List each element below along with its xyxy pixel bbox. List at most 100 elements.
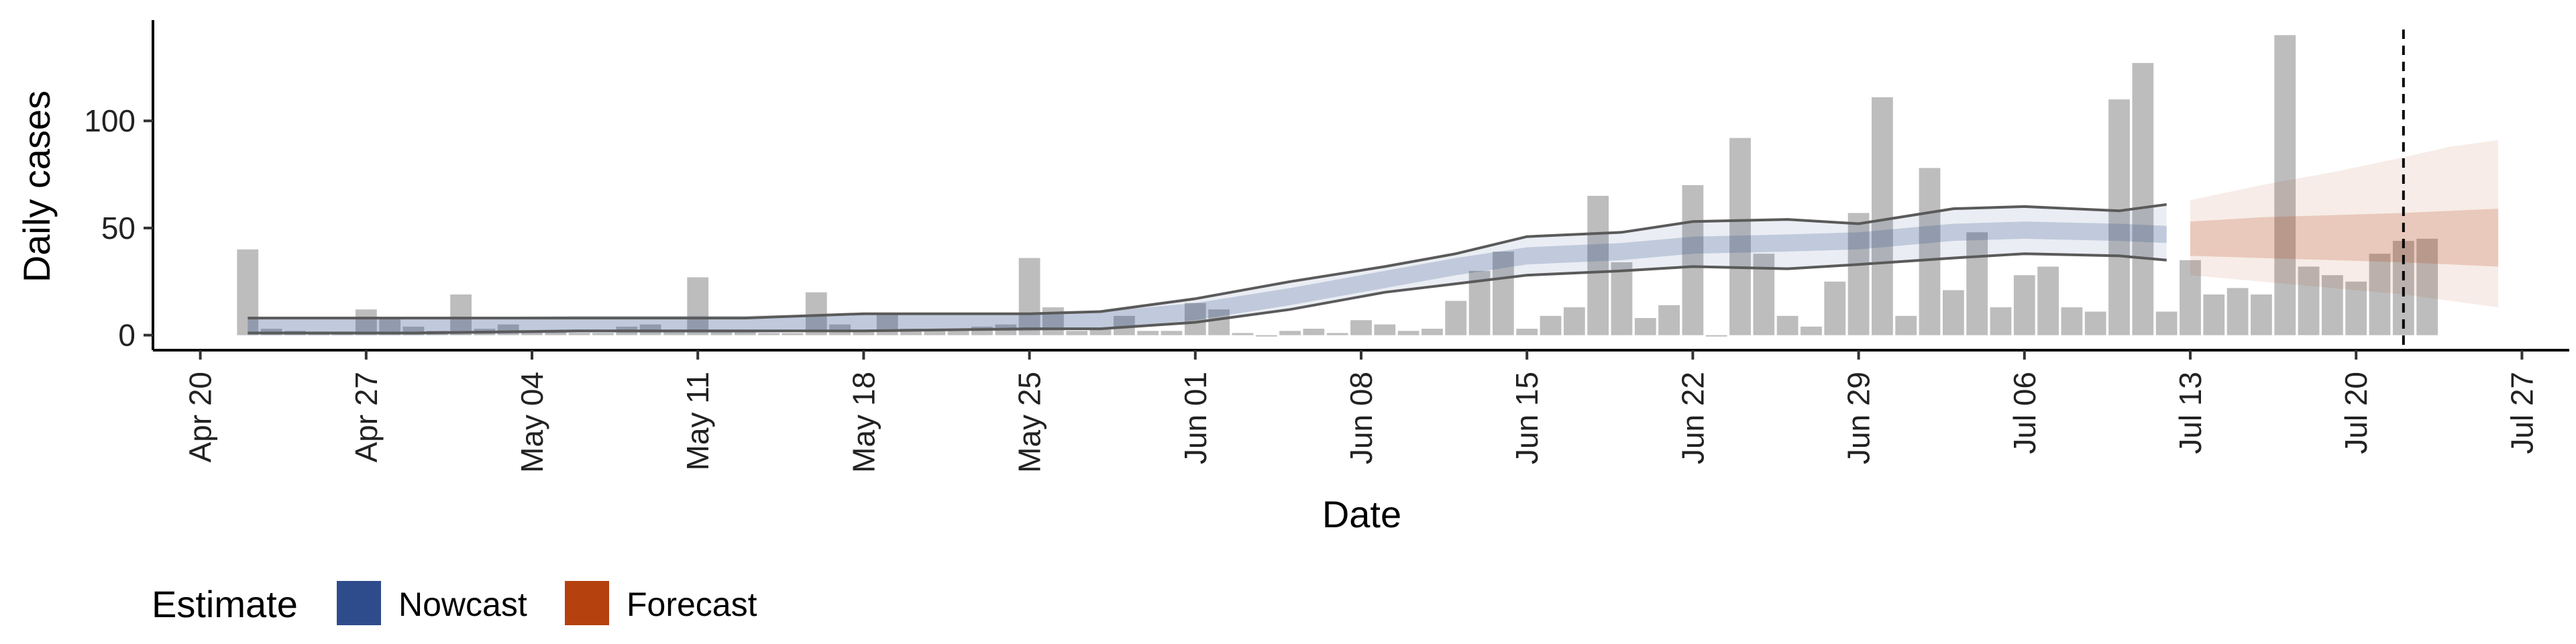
y-tick-label: 50 bbox=[101, 211, 136, 246]
case-bar bbox=[1942, 290, 1964, 335]
case-bar bbox=[2203, 294, 2225, 335]
case-bar bbox=[592, 333, 614, 335]
case-bar bbox=[1540, 315, 1562, 335]
case-bar bbox=[1350, 320, 1372, 335]
estimate-bands bbox=[248, 140, 2499, 335]
case-bar bbox=[1847, 213, 1870, 335]
case-bar bbox=[2037, 266, 2059, 335]
x-tick-label: Jun 01 bbox=[1178, 372, 1213, 464]
case-bar bbox=[1966, 232, 1988, 335]
legend-swatch bbox=[337, 581, 381, 625]
legend-swatch bbox=[565, 581, 609, 625]
x-tick-label: Jun 15 bbox=[1509, 372, 1544, 464]
case-bar bbox=[947, 331, 969, 335]
forecast-band-90 bbox=[2190, 140, 2499, 308]
case-bar bbox=[924, 331, 946, 335]
nowcast-band-50 bbox=[248, 221, 2167, 335]
x-axis-title: Date bbox=[1322, 493, 1401, 535]
nowcast-lower-line bbox=[248, 252, 2167, 335]
case-bar bbox=[2226, 288, 2249, 335]
x-tick-label: May 25 bbox=[1012, 372, 1047, 473]
y-axis-title: Daily cases bbox=[15, 91, 58, 282]
case-bar bbox=[568, 333, 590, 335]
y-ticks: 0 50 100 bbox=[84, 103, 153, 353]
daily-case-bars bbox=[237, 35, 2438, 337]
y-tick-label: 0 bbox=[118, 318, 136, 353]
x-ticks: Apr 20 Apr 27 May 04 May 11 May 18 May 25 Jun … bbox=[183, 350, 2539, 473]
case-bar bbox=[1374, 324, 1396, 335]
case-bar bbox=[2013, 275, 2035, 335]
x-tick-label: Apr 20 bbox=[183, 372, 218, 463]
case-bar bbox=[1895, 315, 1917, 335]
case-bar bbox=[1682, 185, 1704, 335]
x-tick-label: Jun 08 bbox=[1344, 372, 1379, 464]
case-bar bbox=[687, 277, 709, 335]
case-bar bbox=[2084, 311, 2106, 335]
case-bar bbox=[1705, 335, 1727, 337]
case-bar bbox=[1232, 333, 1254, 335]
case-bar bbox=[2345, 281, 2367, 335]
case-bar bbox=[1872, 97, 1893, 335]
case-bar bbox=[450, 294, 472, 335]
x-tick-label: Jun 22 bbox=[1675, 372, 1710, 464]
case-bar bbox=[1611, 262, 1633, 335]
legend-label: Forecast bbox=[627, 586, 757, 623]
case-bar bbox=[1587, 195, 1609, 335]
x-tick-label: Apr 27 bbox=[349, 372, 384, 463]
case-bar bbox=[2251, 294, 2272, 335]
case-bar bbox=[663, 331, 685, 335]
case-bar bbox=[710, 331, 733, 335]
case-bar bbox=[782, 333, 804, 335]
legend-title: Estimate bbox=[152, 583, 298, 625]
case-bar bbox=[521, 331, 543, 335]
case-bar bbox=[853, 331, 875, 335]
case-bar bbox=[805, 292, 827, 335]
x-tick-label: May 11 bbox=[680, 372, 715, 470]
case-bar bbox=[2369, 254, 2391, 335]
case-bar bbox=[1279, 331, 1301, 335]
case-bar bbox=[1801, 326, 1822, 335]
nowcast-upper-line bbox=[248, 203, 2167, 320]
case-bar bbox=[1018, 258, 1040, 335]
x-tick-label: Jul 06 bbox=[2007, 372, 2042, 454]
case-bar bbox=[758, 333, 780, 335]
x-tick-label: Jul 13 bbox=[2173, 372, 2208, 454]
case-bar bbox=[1208, 309, 1230, 335]
x-tick-label: Jul 27 bbox=[2504, 372, 2539, 454]
x-tick-label: Jul 20 bbox=[2339, 372, 2373, 454]
case-bar bbox=[1776, 315, 1799, 335]
case-bar bbox=[1326, 333, 1348, 335]
case-bar bbox=[900, 329, 922, 335]
estimate-lines bbox=[248, 203, 2167, 335]
case-bar bbox=[2108, 99, 2130, 335]
case-bar bbox=[1516, 329, 1538, 335]
case-bar bbox=[1421, 329, 1443, 335]
case-bar bbox=[355, 309, 377, 335]
case-bar bbox=[2298, 266, 2320, 335]
case-bar bbox=[1445, 301, 1467, 335]
forecast-band-50 bbox=[2190, 209, 2499, 267]
case-bar bbox=[1184, 303, 1206, 335]
x-tick-label: Jun 29 bbox=[1841, 372, 1876, 464]
legend-label: Nowcast bbox=[398, 586, 527, 623]
case-bar bbox=[2061, 307, 2083, 335]
case-bar bbox=[2155, 311, 2178, 335]
legend: Estimate Nowcast Forecast bbox=[152, 581, 757, 625]
x-tick-label: May 18 bbox=[846, 372, 881, 473]
case-bar bbox=[1824, 281, 1846, 335]
x-tick-label: May 04 bbox=[515, 372, 549, 473]
case-bar bbox=[1492, 252, 1514, 335]
case-bar bbox=[2180, 260, 2201, 335]
case-bar bbox=[2321, 275, 2343, 335]
case-bar bbox=[1161, 331, 1183, 335]
case-bar bbox=[1729, 138, 1751, 335]
case-bar bbox=[1634, 318, 1656, 335]
nowcast-band-90 bbox=[248, 204, 2167, 333]
case-bar bbox=[2416, 238, 2438, 335]
case-bar bbox=[734, 331, 756, 335]
case-bar bbox=[1255, 335, 1277, 337]
case-bar bbox=[1658, 305, 1680, 335]
case-bar bbox=[2274, 35, 2296, 335]
case-bar bbox=[1137, 331, 1159, 335]
case-bar bbox=[1919, 168, 1941, 335]
